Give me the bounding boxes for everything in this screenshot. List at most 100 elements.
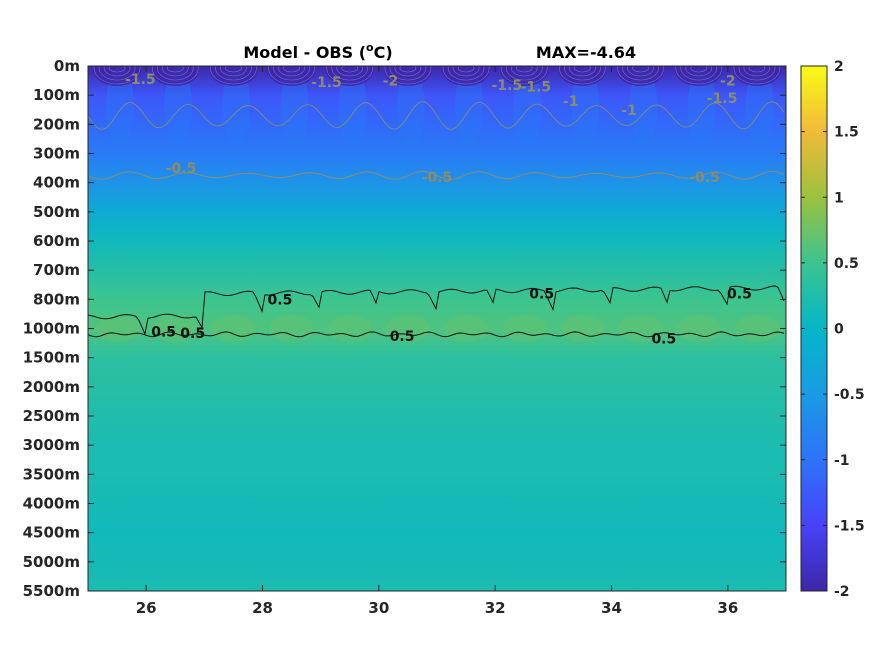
seasonal-band xyxy=(396,66,425,147)
surface-contour xyxy=(336,66,364,77)
y-tick-label: 2000m xyxy=(23,378,80,396)
x-tick-label: 34 xyxy=(601,599,622,617)
colorbar-gradient xyxy=(800,65,828,592)
contour-label: 0.5 xyxy=(529,287,554,303)
colorbar-tick-label: -1 xyxy=(834,453,850,469)
y-tick-label: 5000m xyxy=(23,553,80,571)
surface-contour xyxy=(166,66,184,73)
surface-contour xyxy=(738,66,776,81)
y-tick-label: 700m xyxy=(33,261,80,279)
y-tick-label: 3500m xyxy=(23,465,80,483)
contour-label: -2 xyxy=(383,74,399,90)
surface-contour xyxy=(685,66,713,77)
surface-contour xyxy=(447,66,485,81)
seasonal-band xyxy=(571,66,600,147)
surface-contour xyxy=(690,66,708,73)
contour-label: -1.5 xyxy=(125,72,156,88)
surface-contour xyxy=(331,66,369,81)
y-tick-label: 400m xyxy=(33,174,80,192)
surface-contour xyxy=(442,66,490,85)
surface-contour xyxy=(457,66,475,73)
contour-label: 0.5 xyxy=(151,324,176,340)
surface-contour xyxy=(341,66,359,73)
colorbar: 2 1.5 1 0.5 0 -0.5 -1 -1.5 -2 xyxy=(800,59,865,600)
y-tick-label: 3000m xyxy=(23,436,80,454)
surface-contour xyxy=(210,66,257,85)
y-tick-label: 300m xyxy=(33,145,80,163)
seasonal-band xyxy=(444,314,489,343)
surface-contour xyxy=(627,66,654,77)
x-tick-label: 32 xyxy=(485,599,506,617)
y-tick-label: 500m xyxy=(33,203,80,221)
colorbar-tick-label: -1.5 xyxy=(834,518,865,534)
surface-contour xyxy=(156,66,194,81)
surface-contour xyxy=(632,66,649,73)
surface-contour xyxy=(675,66,723,85)
y-tick-label: 200m xyxy=(33,115,80,133)
seasonal-band xyxy=(95,314,140,343)
surface-contour xyxy=(268,66,315,85)
colorbar-tick-label: 1.5 xyxy=(834,125,859,141)
colorbar-tick-label: 0 xyxy=(834,322,844,338)
contour-line-0.5-lower xyxy=(88,331,785,338)
seasonal-band xyxy=(211,314,256,343)
surface-contour xyxy=(103,66,131,77)
surface-contour xyxy=(452,66,480,77)
surface-contour xyxy=(748,66,766,73)
y-axis: 0m 100m 200m 300m 400m 500m 600m 700m 800m 1000m 1… xyxy=(23,57,786,600)
y-tick-label: 0m xyxy=(54,57,80,75)
y-tick-label: 4500m xyxy=(23,524,80,542)
surface-contour xyxy=(569,66,596,77)
surface-contour xyxy=(399,66,417,73)
contour-label: -1 xyxy=(563,94,579,110)
colorbar-tick-label: 0.5 xyxy=(834,256,859,272)
max-value-label: MAX=-4.64 xyxy=(536,43,636,62)
x-axis: 26 28 30 32 34 36 xyxy=(136,66,738,617)
surface-contour xyxy=(394,66,422,77)
surface-contour xyxy=(283,66,300,73)
seasonal-band xyxy=(222,66,251,147)
contour-label: -1.5 xyxy=(491,78,522,94)
contour-label: -0.5 xyxy=(689,170,720,186)
surface-contour xyxy=(220,66,247,77)
chart-title: Model - OBS (oC) xyxy=(243,41,392,62)
seasonal-band xyxy=(280,66,309,147)
seasonal-band xyxy=(164,66,193,147)
seasonal-band xyxy=(687,66,716,147)
y-tick-label: 1000m xyxy=(23,320,80,338)
surface-contour xyxy=(93,66,141,85)
surface-contour xyxy=(108,66,126,73)
y-tick-label: 2500m xyxy=(23,407,80,425)
y-tick-label: 4000m xyxy=(23,495,80,513)
surface-contour xyxy=(515,66,533,73)
surface-contour xyxy=(574,66,591,73)
y-tick-label: 800m xyxy=(33,290,80,308)
contour-label: -1.5 xyxy=(311,75,342,91)
contour-label: -1.5 xyxy=(707,91,738,107)
seasonal-band xyxy=(618,314,663,343)
contour-label: -1.5 xyxy=(521,79,552,95)
seasonal-band xyxy=(105,66,134,147)
seasonal-band xyxy=(327,314,372,343)
surface-contour xyxy=(161,66,189,77)
contour-label: -1 xyxy=(621,103,637,119)
surface-contour xyxy=(743,66,771,77)
y-tick-label: 100m xyxy=(33,86,80,104)
colorbar-tick-label: 1 xyxy=(834,190,844,206)
x-tick-label: 36 xyxy=(717,599,738,617)
seasonal-band xyxy=(560,314,605,343)
x-tick-label: 26 xyxy=(136,599,157,617)
surface-contour xyxy=(680,66,718,81)
heatmap-field xyxy=(88,66,786,591)
contour-label: 0.5 xyxy=(727,287,752,303)
surface-contour xyxy=(617,66,664,85)
seasonal-band xyxy=(513,66,542,147)
colorbar-tick-label: -2 xyxy=(834,584,850,600)
surface-contour xyxy=(500,66,548,85)
seasonal-band xyxy=(502,314,547,343)
contour-label: 0.5 xyxy=(651,332,676,348)
contour-label: -2 xyxy=(720,74,736,90)
y-tick-label: 5500m xyxy=(23,582,80,600)
surface-contour xyxy=(98,66,136,81)
